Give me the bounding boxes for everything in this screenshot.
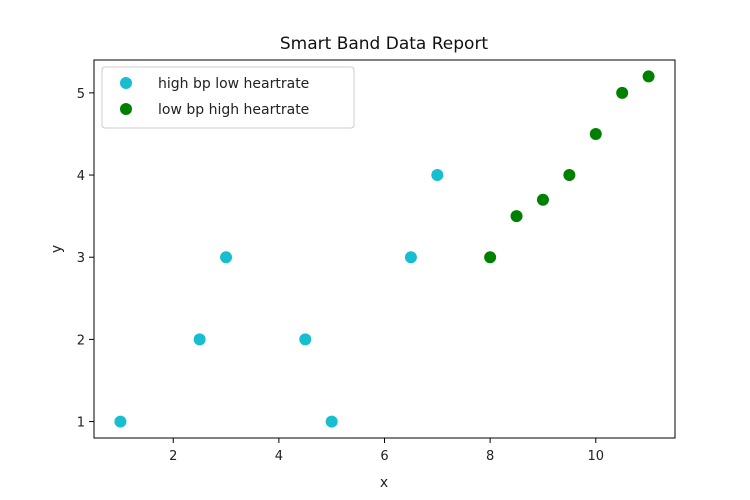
x-tick-label: 10 — [587, 449, 604, 464]
legend-box — [101, 66, 355, 129]
data-point-series-2 — [536, 193, 549, 206]
y-axis-ticks: 1 2 3 4 5 — [77, 87, 94, 431]
x-tick-label: 4 — [275, 449, 283, 464]
y-tick-label: 5 — [77, 87, 85, 102]
y-axis-label: y — [49, 245, 65, 253]
data-point-series-2 — [616, 86, 629, 99]
legend[interactable]: high bp low heartrate low bp high heartr… — [101, 66, 355, 129]
y-tick-label: 2 — [77, 333, 85, 348]
y-tick-label: 3 — [77, 251, 85, 266]
data-point-series-1 — [431, 169, 444, 182]
data-point-series-1 — [325, 415, 338, 428]
legend-marker-high-bp-low-heartrate — [120, 77, 132, 89]
y-tick-label: 4 — [77, 169, 85, 184]
legend-marker-low-bp-high-heartrate — [120, 103, 132, 115]
data-point-series-1 — [193, 333, 206, 346]
x-tick-label: 2 — [169, 449, 177, 464]
data-point-series-1 — [299, 333, 312, 346]
legend-label-low-bp-high-heartrate: low bp high heartrate — [158, 102, 309, 118]
data-point-series-1 — [220, 251, 233, 264]
data-point-series-2 — [510, 210, 523, 223]
data-point-series-2 — [484, 251, 497, 264]
data-point-series-2 — [642, 70, 655, 83]
data-point-series-1 — [114, 415, 127, 428]
chart-title: Smart Band Data Report — [280, 34, 489, 54]
y-tick-label: 1 — [77, 416, 85, 431]
data-point-series-1 — [404, 251, 417, 264]
data-point-series-2 — [589, 127, 602, 140]
x-axis-label: x — [380, 475, 388, 491]
x-tick-label: 6 — [380, 449, 388, 464]
x-axis-ticks: 2 4 6 8 10 — [169, 438, 604, 464]
data-point-series-2 — [563, 169, 576, 182]
data-points — [114, 70, 655, 428]
x-tick-label: 8 — [486, 449, 494, 464]
legend-label-high-bp-low-heartrate: high bp low heartrate — [158, 76, 309, 92]
